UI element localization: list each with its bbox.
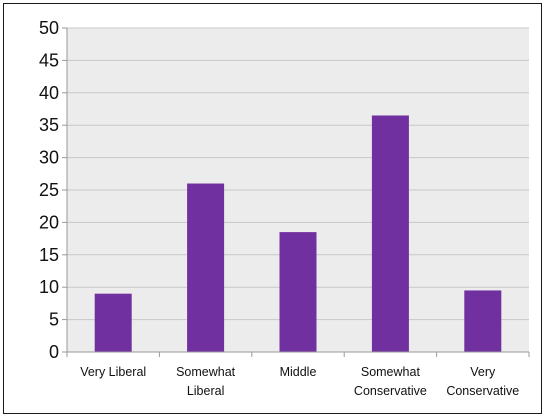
x-category-label-line: Middle [280,365,317,379]
x-category-label-line: Very Liberal [80,365,146,379]
x-category-label: Middle [280,365,317,379]
y-tick-label: 0 [49,342,59,362]
bar [187,183,225,352]
bar [464,290,502,352]
x-category-label: Very Conservative [446,365,519,398]
x-category-label: Somewhat Conservative [354,365,427,398]
bar [279,232,317,352]
y-tick-label: 50 [39,18,59,38]
y-tick-label: 10 [39,277,59,297]
x-category-labels: Very Liberal Somewhat Liberal Middle Somewha… [80,365,519,398]
y-tick-labels: 0 5 10 15 20 25 30 35 40 45 50 [39,18,59,362]
y-tick-label: 15 [39,245,59,265]
bar [94,293,132,352]
y-tick-label: 25 [39,180,59,200]
y-tick-label: 30 [39,148,59,168]
y-tick-label: 45 [39,50,59,70]
x-category-label-line: Liberal [187,384,225,398]
x-category-label: Somewhat Liberal [176,365,236,398]
y-tick-label: 40 [39,83,59,103]
x-category-label-line: Somewhat [176,365,236,379]
y-tick-label: 5 [49,310,59,330]
y-tick-label: 35 [39,115,59,135]
x-category-label-line: Very [470,365,496,379]
axes [62,27,530,357]
x-category-label: Very Liberal [80,365,146,379]
x-category-label-line: Conservative [446,384,519,398]
bar [371,115,409,352]
x-category-label-line: Conservative [354,384,427,398]
x-category-label-line: Somewhat [361,365,421,379]
y-tick-label: 20 [39,212,59,232]
bars [94,115,502,352]
